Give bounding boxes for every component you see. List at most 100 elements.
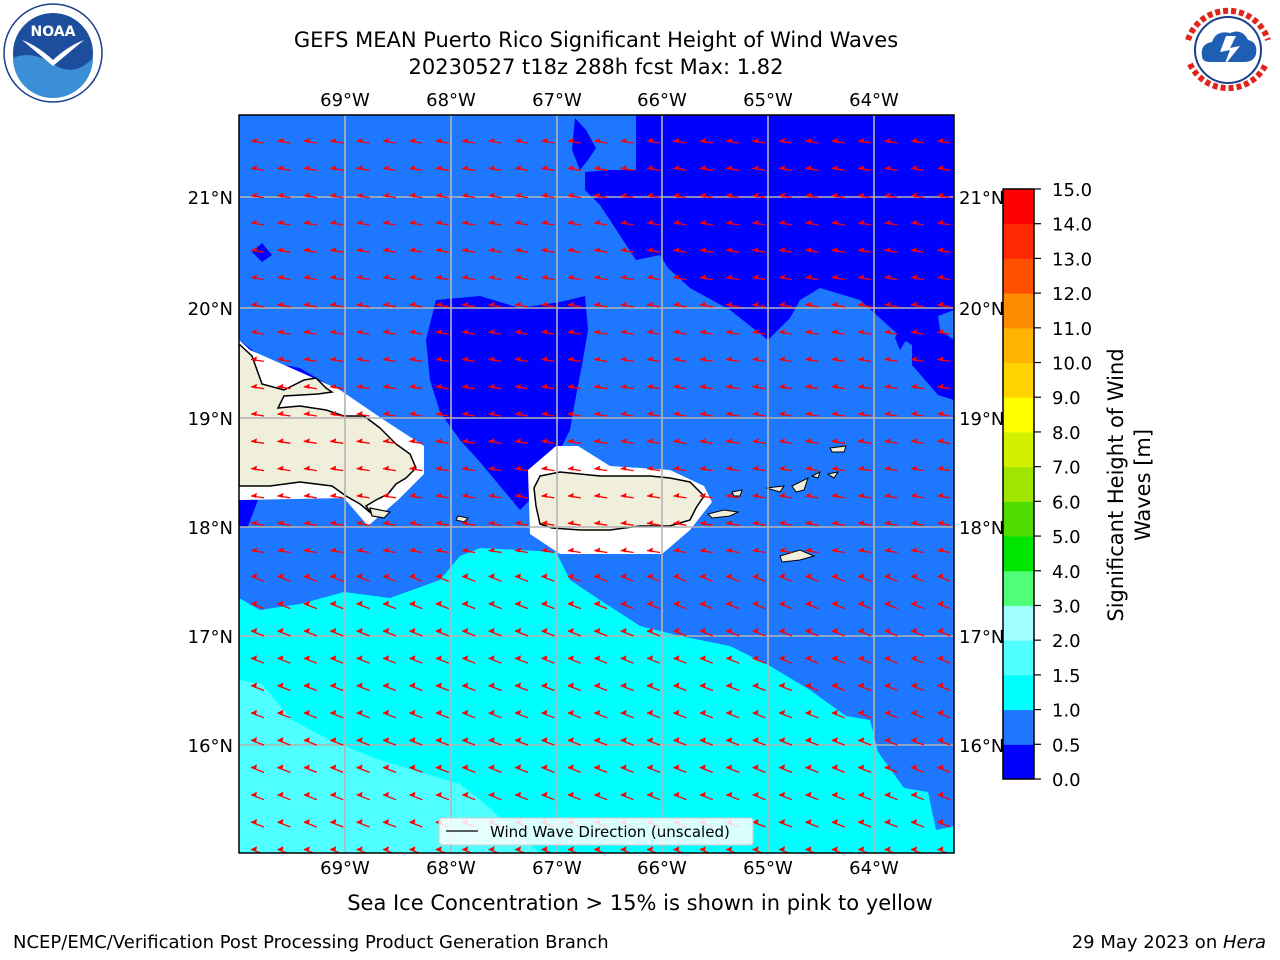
colorbar-swatch	[1003, 570, 1034, 606]
wave-direction-arrowhead	[699, 438, 706, 444]
wave-direction-arrowhead	[779, 709, 785, 715]
colorbar-tick-label: 13.0	[1052, 249, 1092, 270]
wave-direction-arrowhead	[620, 219, 627, 225]
wave-direction-arrowhead	[726, 573, 733, 579]
wave-direction-arrowhead	[594, 219, 601, 225]
wave-direction-arrowhead	[699, 165, 706, 171]
wave-direction-arrowhead	[277, 138, 284, 143]
wave-direction-arrowhead	[462, 737, 469, 743]
wave-direction-arrowhead	[277, 791, 284, 797]
wave-direction-arrowhead	[383, 682, 389, 688]
wave-direction-arrowhead	[673, 192, 680, 198]
wave-direction-arrowhead	[805, 165, 812, 171]
wave-direction-arrowhead	[567, 655, 574, 661]
wave-direction-arrowhead	[937, 573, 944, 579]
colorbar-tick-label: 12.0	[1052, 284, 1092, 305]
wave-direction-arrowhead	[779, 600, 785, 606]
wave-direction-arrowhead	[409, 192, 416, 198]
wave-direction-arrowhead	[805, 737, 812, 743]
map-legend: Wind Wave Direction (unscaled)	[438, 817, 754, 846]
wave-direction-arrowhead	[673, 682, 680, 688]
wave-direction-arrowhead	[726, 138, 733, 143]
wave-direction-arrowhead	[383, 465, 389, 471]
wave-direction-arrowhead	[779, 655, 785, 661]
wave-direction-arrowhead	[541, 301, 548, 307]
wave-direction-arrowhead	[251, 411, 257, 416]
wave-direction-arrowhead	[462, 709, 469, 715]
wave-direction-arrowhead	[937, 165, 944, 171]
wave-direction-arrowhead	[330, 819, 337, 824]
wave-direction-arrowhead	[488, 138, 495, 143]
wave-direction-arrowhead	[699, 737, 706, 743]
wave-direction-arrowhead	[831, 520, 838, 526]
wave-direction-arrowhead	[330, 438, 337, 444]
wave-direction-arrowhead	[884, 438, 891, 444]
wave-direction-arrowhead	[330, 764, 337, 770]
wave-direction-arrowhead	[515, 329, 521, 335]
wave-direction-arrowhead	[277, 600, 284, 606]
wave-direction-arrowhead	[356, 301, 363, 307]
wave-direction-arrowhead	[858, 492, 865, 498]
wave-direction-arrowhead	[752, 138, 759, 143]
wave-direction-arrowhead	[937, 138, 944, 143]
wave-direction-arrowhead	[594, 411, 601, 416]
wave-direction-arrowhead	[251, 791, 257, 797]
wave-direction-arrowhead	[673, 383, 680, 389]
wave-direction-arrowhead	[383, 138, 389, 143]
wave-direction-arrowhead	[937, 438, 944, 444]
wave-direction-arrowhead	[911, 573, 917, 579]
wave-direction-arrowhead	[383, 791, 389, 797]
wave-direction-arrowhead	[383, 165, 389, 171]
wave-direction-arrowhead	[515, 520, 521, 526]
lon-label-bottom: 64°W	[849, 858, 899, 879]
wave-direction-arrowhead	[911, 791, 917, 797]
wave-direction-arrowhead	[515, 791, 521, 797]
wave-direction-arrowhead	[541, 737, 548, 743]
lat-label-left: 19°N	[188, 409, 233, 430]
wave-direction-arrowhead	[356, 819, 363, 824]
wave-direction-arrowhead	[805, 791, 812, 797]
wave-direction-arrowhead	[726, 791, 733, 797]
lat-label-right: 16°N	[959, 736, 1004, 757]
wave-direction-arrowhead	[594, 329, 601, 335]
wave-direction-arrowhead	[488, 655, 495, 661]
wave-direction-arrowhead	[884, 383, 891, 389]
wave-direction-arrowhead	[911, 219, 917, 225]
wave-direction-arrowhead	[303, 247, 310, 253]
wave-direction-arrowhead	[858, 138, 865, 143]
wave-direction-arrowhead	[726, 737, 733, 743]
wave-direction-arrowhead	[383, 520, 389, 526]
wave-direction-arrowhead	[356, 846, 363, 852]
wave-direction-arrowhead	[541, 520, 548, 526]
wave-direction-arrowhead	[541, 791, 548, 797]
wave-direction-arrowhead	[831, 627, 838, 633]
wave-direction-arrowhead	[884, 356, 891, 362]
wave-direction-arrowhead	[884, 709, 891, 715]
wave-direction-arrowhead	[330, 709, 337, 715]
wave-direction-arrowhead	[673, 274, 680, 280]
wave-direction-arrowhead	[911, 356, 917, 362]
wave-direction-arrowhead	[356, 383, 363, 389]
wave-direction-arrowhead	[383, 192, 389, 198]
lat-label-right: 18°N	[959, 518, 1004, 539]
footer-date: 29 May 2023 on Hera	[1072, 932, 1266, 953]
footer-machine: Hera	[1222, 932, 1266, 953]
wave-direction-arrowhead	[752, 737, 759, 743]
noaa-logo: NOAA	[3, 3, 103, 103]
wave-direction-arrowhead	[330, 627, 337, 633]
wave-direction-arrowhead	[884, 547, 891, 553]
wave-direction-arrowhead	[858, 438, 865, 444]
wave-direction-arrowhead	[699, 274, 706, 280]
wave-direction-arrowhead	[647, 465, 653, 471]
wave-direction-arrowhead	[462, 411, 469, 416]
wave-direction-arrowhead	[937, 274, 944, 280]
wave-direction-arrowhead	[356, 520, 363, 526]
wave-direction-arrowhead	[303, 356, 310, 362]
wave-direction-arrowhead	[462, 274, 469, 280]
wave-direction-arrowhead	[303, 573, 310, 579]
wave-direction-arrowhead	[594, 247, 601, 253]
wave-direction-arrowhead	[383, 600, 389, 606]
lon-label-bottom: 66°W	[637, 858, 687, 879]
wave-direction-arrowhead	[726, 411, 733, 416]
wave-direction-arrowhead	[488, 301, 495, 307]
